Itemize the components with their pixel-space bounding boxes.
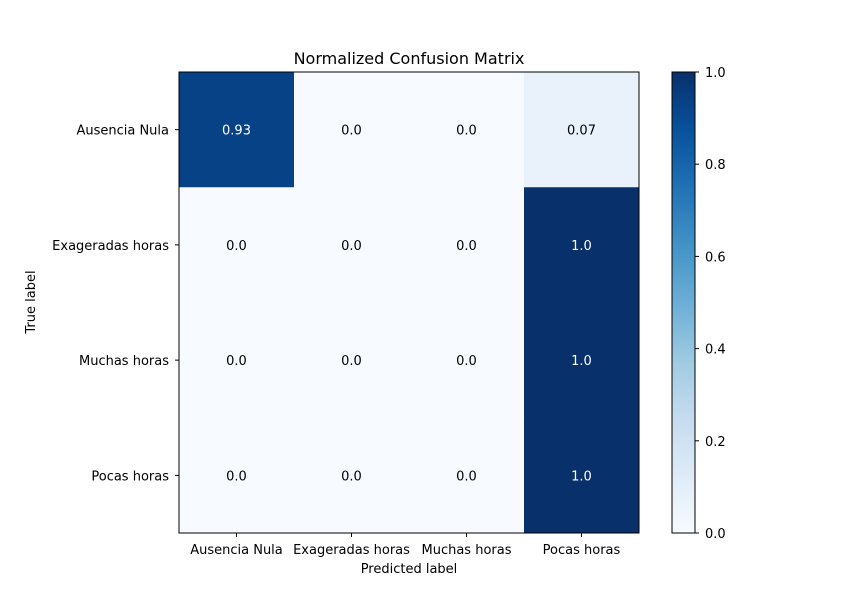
colorbar-tick-label: 0.8 [705,158,726,173]
x-tick-label: Ausencia Nula [190,543,283,558]
heatmap-cell [524,417,640,534]
heatmap-cell [409,72,525,188]
heatmap-cell [179,72,295,188]
heatmap-cell [294,302,410,419]
heatmap-cell [294,187,410,303]
heatmap-cell [524,72,640,188]
heatmap-cells [179,72,640,534]
cell-value-label: 1.0 [571,239,592,254]
colorbar-tick-label: 0.4 [705,343,726,358]
cell-value-label: 0.0 [341,124,362,139]
colorbar-tick-label: 1.0 [705,66,726,81]
chart-title: Normalized Confusion Matrix [294,49,525,68]
colorbar-tick-label: 0.2 [705,435,726,450]
x-tick-label: Muchas horas [422,543,512,558]
colorbar [671,71,696,534]
x-tick-label: Exageradas horas [293,543,410,558]
heatmap-cell [524,302,640,419]
cell-value-label: 0.0 [341,469,362,484]
y-axis-ticks: Ausencia Nula Exageradas horas Muchas hora… [52,124,179,484]
y-tick-label: Ausencia Nula [76,124,169,139]
cell-value-label: 0.0 [226,469,247,484]
heatmap-cell [409,417,525,534]
cell-value-label: 1.0 [571,354,592,369]
cell-value-label: 1.0 [571,469,592,484]
heatmap-cell [179,302,295,419]
cell-value-label: 0.0 [456,469,477,484]
heatmap-cell [179,187,295,303]
plot-frame [178,71,640,534]
heatmap-cell [294,72,410,188]
cell-value-label: 0.07 [567,124,596,139]
cell-value-label: 0.0 [341,239,362,254]
cell-value-label: 0.0 [456,124,477,139]
cell-value-label: 0.0 [456,354,477,369]
cell-value-label: 0.0 [456,239,477,254]
cell-value-label: 0.0 [226,239,247,254]
heatmap-cell [294,417,410,534]
heatmap-cell [524,187,640,303]
y-tick-label: Pocas horas [91,469,169,484]
heatmap-cell [179,417,295,534]
cell-value-label: 0.93 [222,124,251,139]
y-axis-label: True label [24,270,39,334]
x-axis-label: Predicted label [361,562,458,577]
cell-value-label: 0.0 [341,354,362,369]
heatmap-cell-labels: 0.93 0.0 0.0 0.07 0.0 0.0 0.0 1.0 0.0 0.0 0.0 1.0 0.… [222,124,596,485]
x-axis-ticks: Ausencia Nula Exageradas horas Muchas hora… [190,533,621,558]
heatmap-cell [409,302,525,419]
colorbar-tick-label: 0.0 [705,527,726,542]
cell-value-label: 0.0 [226,354,247,369]
y-tick-label: Muchas horas [79,354,169,369]
x-tick-label: Pocas horas [543,543,621,558]
heatmap-cell [409,187,525,303]
y-tick-label: Exageradas horas [52,239,169,254]
colorbar-tick-label: 0.6 [705,250,726,265]
colorbar-ticks: 0.0 0.2 0.4 0.6 0.8 1.0 [695,66,726,542]
